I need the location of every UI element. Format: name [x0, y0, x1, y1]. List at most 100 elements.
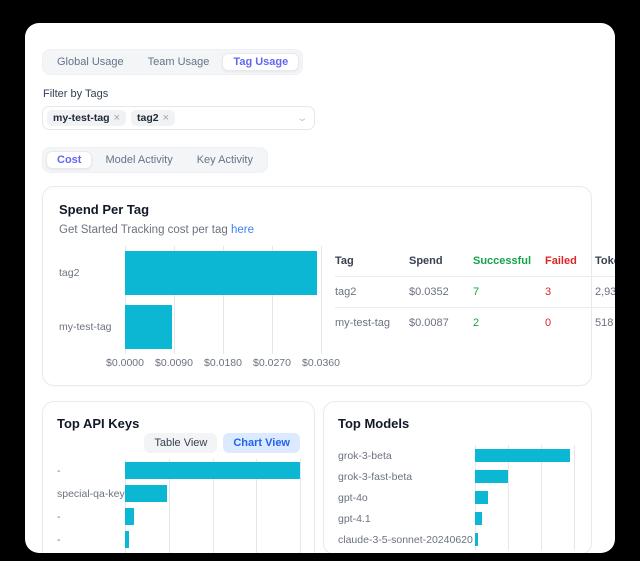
- bar: [125, 508, 134, 525]
- bar-row: [475, 445, 577, 466]
- bar: [125, 305, 173, 349]
- bar-row: [475, 487, 577, 508]
- x-axis-tick: $0.0090: [155, 357, 193, 369]
- cell-tokens: 518: [595, 317, 614, 329]
- x-axis: $0.00$0.01$0.02$0.03: [338, 550, 577, 553]
- spend-card-subtitle: Get Started Tracking cost per tag here: [59, 224, 575, 236]
- tag-chip-label: my-test-tag: [53, 112, 110, 124]
- y-axis: grok-3-beta grok-3-fast-beta gpt-4o gpt-4.1…: [338, 445, 475, 550]
- filter-by-tags-label: Filter by Tags: [43, 88, 109, 100]
- bar: [475, 470, 508, 483]
- y-axis-label: special-qa-key: [57, 487, 125, 500]
- gridline: [300, 459, 301, 553]
- top-models-title: Top Models: [338, 416, 410, 431]
- x-axis-tick: $0.0180: [204, 357, 242, 369]
- tag-chip-label: tag2: [137, 112, 159, 124]
- gridline: [174, 246, 175, 354]
- tab-model-activity[interactable]: Model Activity: [105, 154, 173, 166]
- cell-tag: tag2: [335, 286, 357, 298]
- close-icon[interactable]: ×: [162, 111, 170, 124]
- y-axis-label: -: [57, 533, 61, 546]
- cell-failed: 3: [545, 286, 552, 298]
- top-models-chart: grok-3-beta grok-3-fast-beta gpt-4o gpt-4.1…: [338, 445, 577, 553]
- app-window: Global Usage Team Usage Tag Usage Filter…: [25, 23, 615, 553]
- table-view-button[interactable]: Table View: [144, 433, 218, 453]
- bar-row: [475, 508, 577, 529]
- bar-row: [125, 300, 321, 354]
- tag-filter-select[interactable]: my-test-tag × tag2 × ⌄: [42, 106, 315, 130]
- gridline: [125, 459, 126, 553]
- y-axis: tag2 my-test-tag: [59, 246, 125, 354]
- y-axis-label: -: [57, 510, 61, 523]
- gridline: [212, 459, 214, 553]
- bar-row: [125, 459, 300, 482]
- subtitle-text: Get Started Tracking cost per tag: [59, 224, 231, 236]
- view-tab-bar: Cost Model Activity Key Activity: [42, 147, 268, 173]
- y-axis-label: grok-3-beta: [338, 449, 392, 462]
- x-axis-tick: $0.0270: [253, 357, 291, 369]
- cell-tag: my-test-tag: [335, 317, 391, 329]
- x-axis-area: $0.0000 $0.0090 $0.0180 $0.0270 $0.0360: [106, 354, 340, 369]
- tag-chip-my-test-tag[interactable]: my-test-tag ×: [47, 110, 127, 126]
- spend-per-tag-chart: tag2 my-test-tag $0.0000 $0.0090 $0.0180 $0.0…: [59, 246, 340, 369]
- bar: [125, 485, 167, 502]
- cell-tokens: 2,939: [595, 286, 615, 298]
- x-axis-spacer: [338, 550, 475, 553]
- gridline: [272, 246, 273, 354]
- top-api-keys-card: Top API Keys Table View Chart View - spec…: [42, 401, 315, 553]
- y-axis-label: tag2: [59, 267, 80, 279]
- gridline: [256, 459, 258, 553]
- col-failed: Failed: [545, 255, 577, 267]
- top-api-keys-chart: - special-qa-key - - -: [57, 459, 301, 553]
- plot-area: [475, 445, 577, 550]
- x-axis-tick: $0.0000: [106, 357, 144, 369]
- y-axis-label: -: [57, 464, 61, 477]
- tab-tag-usage[interactable]: Tag Usage: [222, 53, 300, 71]
- bar: [475, 512, 482, 525]
- table-header-row: Tag Spend Successful Failed Tokens: [335, 246, 615, 277]
- chart-view-button[interactable]: Chart View: [223, 433, 300, 453]
- gridline: [507, 445, 509, 550]
- spend-card-title: Spend Per Tag: [59, 202, 150, 217]
- bar: [125, 462, 300, 479]
- cell-failed: 0: [545, 317, 552, 329]
- bar-row: [125, 505, 300, 528]
- tag-chip-tag2[interactable]: tag2 ×: [131, 110, 176, 126]
- close-icon[interactable]: ×: [113, 111, 121, 124]
- col-spend: Spend: [409, 255, 443, 267]
- cell-successful: 2: [473, 317, 480, 329]
- gridline: [125, 246, 126, 354]
- tab-team-usage[interactable]: Team Usage: [147, 56, 210, 68]
- spend-stats-table: Tag Spend Successful Failed Tokens tag2 …: [335, 246, 615, 369]
- tab-global-usage[interactable]: Global Usage: [57, 56, 124, 68]
- y-axis-label: -: [57, 551, 125, 553]
- tab-key-activity[interactable]: Key Activity: [196, 154, 253, 166]
- cell-spend: $0.0087: [409, 317, 449, 329]
- chart-plot: - special-qa-key - - -: [57, 459, 301, 553]
- cell-successful: 7: [473, 286, 480, 298]
- bar: [475, 449, 571, 462]
- y-axis-label: gpt-4.1: [338, 512, 371, 525]
- bar-row: [125, 246, 321, 300]
- gridline: [168, 459, 170, 553]
- here-link[interactable]: here: [230, 224, 254, 236]
- plot-area: [125, 459, 301, 553]
- bar-row: [475, 529, 577, 550]
- spend-per-tag-card: Spend Per Tag Get Started Tracking cost …: [42, 186, 615, 386]
- gridline: [321, 246, 322, 354]
- bar-row: [475, 466, 577, 487]
- top-api-keys-title: Top API Keys: [57, 416, 140, 431]
- bar-row: [125, 551, 300, 553]
- y-axis-label: my-test-tag: [59, 321, 112, 333]
- gridline: [573, 445, 575, 550]
- tab-cost[interactable]: Cost: [46, 151, 93, 169]
- plot-area: [125, 246, 322, 354]
- x-axis-tick: $0.0360: [302, 357, 340, 369]
- col-successful: Successful: [473, 255, 532, 267]
- cell-spend: $0.0352: [409, 286, 449, 298]
- gridline: [223, 246, 224, 354]
- col-tokens: Tokens: [595, 255, 615, 267]
- bar: [475, 491, 489, 504]
- bar: [475, 533, 479, 546]
- chevron-down-icon[interactable]: ⌄: [295, 112, 308, 124]
